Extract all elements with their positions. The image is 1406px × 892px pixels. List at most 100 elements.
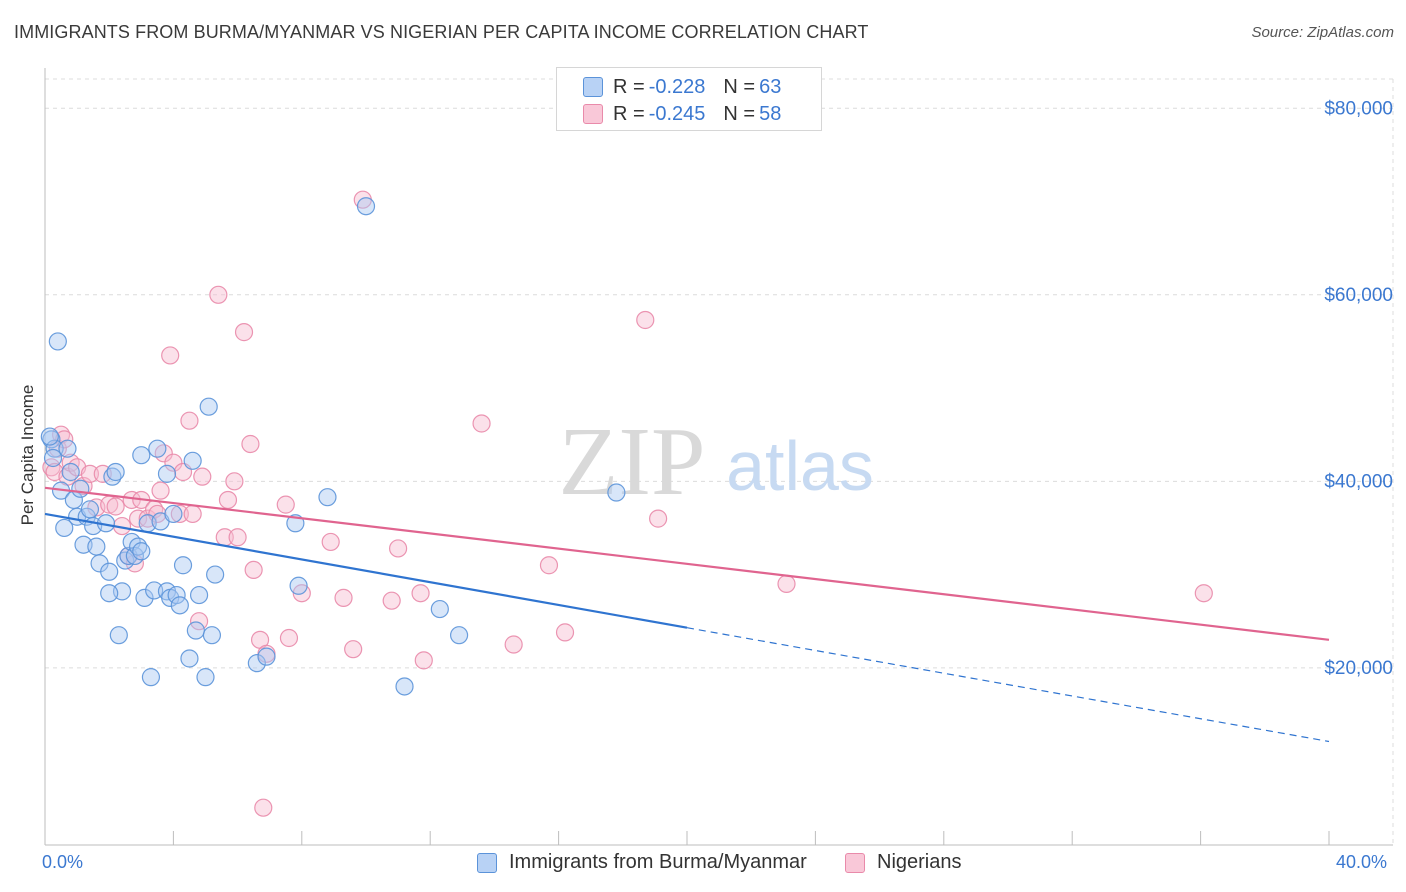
burma-points xyxy=(40,197,626,696)
data-point[interactable] xyxy=(449,626,469,645)
data-point[interactable] xyxy=(151,481,170,500)
data-point[interactable] xyxy=(141,668,161,687)
watermark-zip: ZIP xyxy=(559,408,706,516)
data-point[interactable] xyxy=(170,596,189,615)
y-tick-label: $40,000 xyxy=(1324,471,1393,492)
y-axis-label: Per Capita Income xyxy=(18,384,37,526)
legend-row-nigerians: R = -0.245 N = 58 xyxy=(583,101,781,127)
data-point[interactable] xyxy=(555,623,575,642)
data-point[interactable] xyxy=(170,504,189,524)
data-point[interactable] xyxy=(241,434,260,454)
data-point[interactable] xyxy=(71,479,90,498)
data-point[interactable] xyxy=(649,509,668,528)
data-point[interactable] xyxy=(87,537,106,556)
data-point[interactable] xyxy=(48,332,67,351)
data-point[interactable] xyxy=(106,462,125,482)
series-legend-burma[interactable]: Immigrants from Burma/Myanmar xyxy=(477,851,807,874)
data-point[interactable] xyxy=(189,585,209,605)
data-point[interactable] xyxy=(199,397,218,416)
data-point[interactable] xyxy=(145,581,164,600)
data-point[interactable] xyxy=(395,677,414,696)
data-point[interactable] xyxy=(430,599,449,619)
data-point[interactable] xyxy=(173,556,193,575)
data-point[interactable] xyxy=(777,574,796,593)
data-point[interactable] xyxy=(334,588,353,607)
data-point[interactable] xyxy=(539,556,559,575)
data-point[interactable] xyxy=(186,621,205,640)
y-tick-label: $20,000 xyxy=(1324,658,1393,679)
data-point[interactable] xyxy=(389,539,408,558)
data-point[interactable] xyxy=(161,346,180,365)
data-point[interactable] xyxy=(1194,584,1213,603)
data-point[interactable] xyxy=(206,565,225,584)
data-point[interactable] xyxy=(636,310,655,330)
data-point[interactable] xyxy=(106,497,125,516)
legend-swatch-nigerians xyxy=(583,104,603,124)
data-point[interactable] xyxy=(100,584,119,603)
data-point[interactable] xyxy=(164,453,183,472)
data-point[interactable] xyxy=(58,439,77,458)
data-point[interactable] xyxy=(234,323,254,342)
data-point[interactable] xyxy=(276,495,295,514)
data-point[interactable] xyxy=(128,509,148,528)
data-point[interactable] xyxy=(218,490,238,510)
legend-swatch-burma xyxy=(583,77,603,97)
data-point[interactable] xyxy=(228,528,247,547)
data-point[interactable] xyxy=(356,197,376,216)
legend-n-value: 58 xyxy=(759,102,782,125)
y-tick-label: $60,000 xyxy=(1324,285,1393,306)
legend-n-value: 63 xyxy=(759,75,782,98)
watermark-atlas: atlas xyxy=(726,427,874,505)
data-point[interactable] xyxy=(411,584,430,603)
gridlines xyxy=(45,78,1394,845)
data-point[interactable] xyxy=(40,427,59,446)
series-swatch-nigerians xyxy=(845,852,865,873)
data-point[interactable] xyxy=(45,439,64,458)
data-point[interactable] xyxy=(180,649,199,668)
data-point[interactable] xyxy=(180,411,199,430)
trend-line-nigerians xyxy=(44,486,1330,641)
data-point[interactable] xyxy=(321,532,340,552)
data-point[interactable] xyxy=(202,626,222,645)
trend-line-burma xyxy=(44,512,688,629)
data-point[interactable] xyxy=(279,628,299,648)
data-point[interactable] xyxy=(109,626,128,645)
data-point[interactable] xyxy=(43,448,63,468)
legend-r-value: -0.245 xyxy=(648,102,706,125)
data-point[interactable] xyxy=(135,588,154,607)
data-point[interactable] xyxy=(183,504,202,524)
data-point[interactable] xyxy=(209,285,228,304)
series-label-nigerians: Nigerians xyxy=(877,851,962,873)
data-point[interactable] xyxy=(414,651,433,670)
data-point[interactable] xyxy=(247,654,266,673)
data-point[interactable] xyxy=(132,446,151,465)
data-point[interactable] xyxy=(607,483,626,502)
data-point[interactable] xyxy=(100,562,119,581)
series-legend-nigerians[interactable]: Nigerians xyxy=(845,851,961,874)
series-label-burma: Immigrants from Burma/Myanmar xyxy=(509,851,807,873)
data-point[interactable] xyxy=(80,500,100,519)
data-point[interactable] xyxy=(289,576,308,595)
data-point[interactable] xyxy=(257,647,276,666)
data-point[interactable] xyxy=(318,488,337,507)
data-point[interactable] xyxy=(193,467,212,486)
data-point[interactable] xyxy=(196,668,215,687)
data-point[interactable] xyxy=(55,518,74,538)
data-point[interactable] xyxy=(382,591,401,610)
data-point[interactable] xyxy=(244,560,263,580)
data-point[interactable] xyxy=(80,464,100,483)
data-point[interactable] xyxy=(225,472,244,491)
legend-row-burma: R = -0.228 N = 63 xyxy=(583,74,781,100)
data-point[interactable] xyxy=(148,439,167,458)
data-point[interactable] xyxy=(61,462,80,482)
data-point[interactable] xyxy=(167,585,186,605)
data-point[interactable] xyxy=(132,542,151,561)
data-point[interactable] xyxy=(504,635,523,654)
data-point[interactable] xyxy=(254,798,273,817)
data-point[interactable] xyxy=(472,414,491,433)
data-point[interactable] xyxy=(157,464,177,483)
data-point[interactable] xyxy=(164,504,183,524)
data-point[interactable] xyxy=(344,640,363,659)
data-point[interactable] xyxy=(183,451,202,470)
